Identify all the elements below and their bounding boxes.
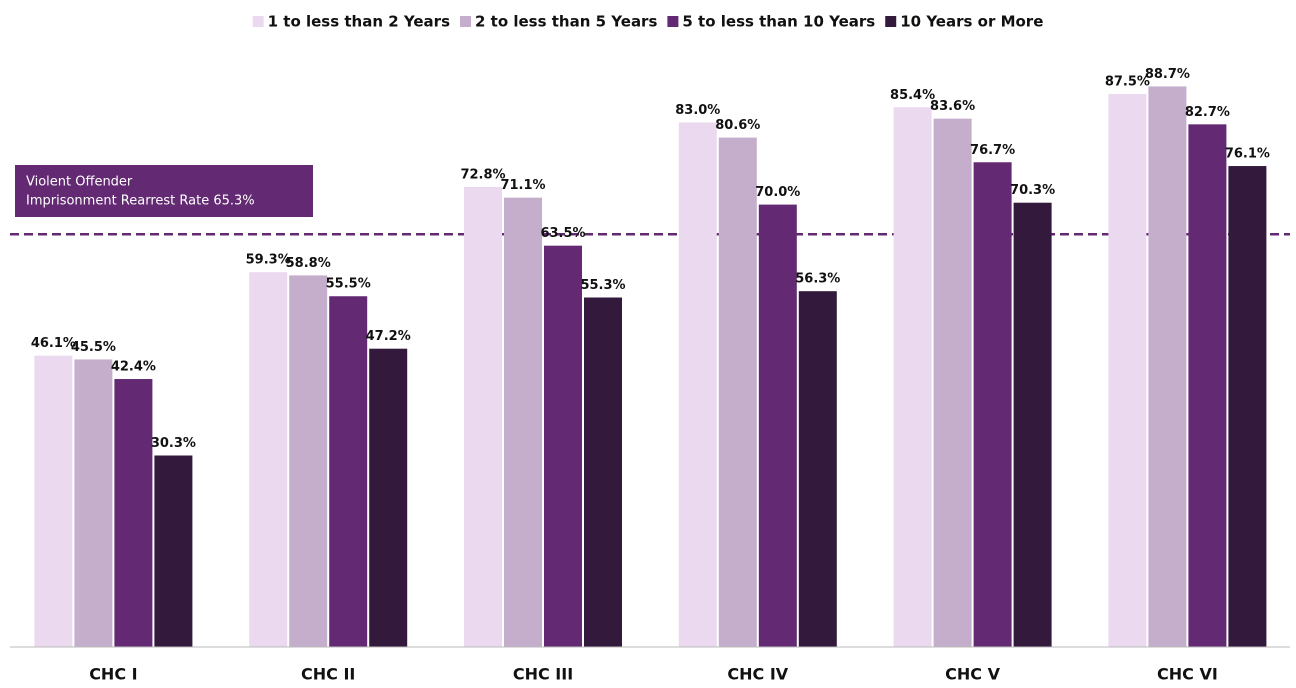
data-label: 83.0% [675,103,720,118]
bar [249,272,288,647]
data-label: 83.6% [930,99,975,114]
bar [329,296,368,647]
data-label: 76.1% [1225,147,1270,162]
bar [1148,86,1187,647]
legend-label: 1 to less than 2 Years [268,13,450,31]
x-tick-label: CHC I [89,665,137,684]
data-label: 87.5% [1105,75,1150,90]
x-tick-label: CHC IV [727,665,788,684]
data-label: 82.7% [1185,105,1230,120]
x-tick-label: CHC II [301,665,355,684]
x-tick-label: CHC V [945,665,1000,684]
bar [1013,202,1052,648]
legend-label: 5 to less than 10 Years [682,13,875,31]
x-tick-label: CHC III [513,665,573,684]
bar [584,297,622,647]
legend-label: 10 Years or More [900,13,1043,31]
legend-swatch [667,16,679,27]
data-label: 45.5% [71,340,116,355]
annotation-box [15,165,313,217]
data-label: 85.4% [890,88,935,103]
bar [154,455,193,647]
data-label: 55.5% [326,277,371,292]
data-label: 42.4% [111,360,156,375]
data-label: 47.2% [366,329,411,344]
legend-swatch [885,16,897,27]
bar [34,355,73,647]
bar [544,245,582,647]
bar [289,275,328,647]
data-label: 58.8% [286,256,331,271]
data-label: 63.5% [540,226,585,241]
data-label: 76.7% [970,143,1015,158]
legend-swatch [252,16,264,27]
data-label: 46.1% [31,336,76,351]
data-label: 88.7% [1145,67,1190,82]
bar [798,291,837,647]
bar [464,186,502,648]
data-label: 30.3% [151,436,196,451]
data-label: 70.0% [755,185,800,200]
legend-swatch [460,16,472,27]
bar [678,122,717,647]
data-label: 80.6% [715,118,760,133]
bar [504,197,542,647]
data-label: 70.3% [1010,183,1055,198]
bar [758,204,797,647]
data-label: 72.8% [460,167,505,182]
bar [718,137,757,647]
bar [114,379,153,647]
bar [973,162,1012,648]
legend-label: 2 to less than 5 Years [475,13,657,31]
data-label: 56.3% [795,272,840,287]
bar [74,359,113,647]
bar [1228,166,1267,647]
bar [1108,94,1147,647]
annotation-text: Imprisonment Rearrest Rate 65.3% [26,194,255,209]
x-tick-label: CHC VI [1157,665,1218,684]
bar [893,107,932,648]
annotation-text: Violent Offender [26,175,133,190]
bar [1188,124,1227,647]
data-label: 71.1% [500,178,545,193]
data-label: 59.3% [246,253,291,268]
bar [933,118,972,647]
data-label: 55.3% [580,278,625,293]
bar [369,348,408,647]
